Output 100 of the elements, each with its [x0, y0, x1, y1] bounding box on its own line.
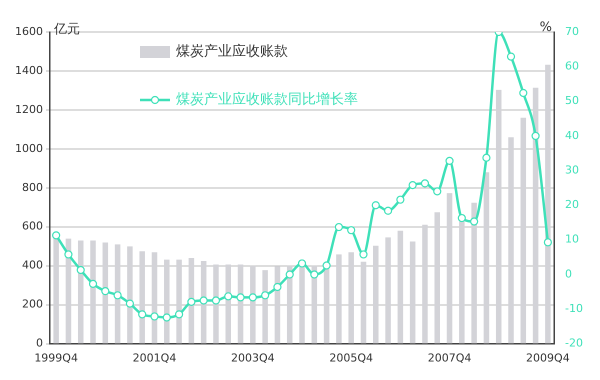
bar — [324, 268, 330, 344]
bar — [114, 244, 120, 344]
bar — [496, 90, 502, 344]
y-tick-label: 0 — [36, 336, 43, 350]
point — [138, 310, 146, 318]
point — [114, 291, 122, 300]
y-tick-label: 1600 — [14, 24, 43, 38]
bar — [385, 237, 391, 344]
y2-tick-label: 30 — [565, 163, 580, 176]
bar — [398, 230, 404, 344]
point — [52, 231, 60, 240]
bar — [360, 262, 366, 344]
y2-tick-label: 20 — [565, 198, 580, 212]
point — [298, 259, 306, 268]
bar — [250, 266, 256, 344]
bar — [459, 222, 465, 344]
bar — [336, 254, 342, 344]
x-tick-label: 2001Q4 — [132, 351, 176, 364]
y-tick-label: 1400 — [14, 64, 43, 77]
y-tick-label: 800 — [22, 180, 43, 194]
point — [200, 296, 208, 305]
point — [531, 132, 540, 140]
point — [76, 266, 85, 274]
y2-axis-title: % — [540, 20, 552, 35]
x-tick-label: 1999Q4 — [34, 351, 78, 364]
point — [519, 88, 528, 98]
y2-tick-label: 0 — [565, 267, 572, 280]
point — [396, 196, 404, 204]
point — [458, 214, 466, 222]
y2-tick-label: 50 — [565, 94, 580, 108]
point — [261, 291, 270, 300]
point — [187, 298, 196, 306]
bar — [78, 240, 84, 344]
point — [162, 313, 171, 322]
y2-tick-label: 10 — [565, 232, 580, 246]
point — [544, 238, 552, 246]
y-tick-label: 1200 — [14, 102, 43, 116]
point — [470, 217, 478, 226]
bar — [471, 202, 477, 344]
point — [150, 312, 159, 321]
y2-tick-label: -20 — [565, 336, 583, 350]
point — [273, 282, 282, 292]
point — [334, 222, 343, 232]
y-tick-label: 600 — [22, 220, 43, 233]
bar — [188, 258, 194, 344]
point — [88, 280, 98, 288]
y2-tick-label: -10 — [565, 302, 583, 316]
y-axis-title: 亿元 — [52, 22, 80, 37]
point — [482, 154, 491, 162]
bar — [520, 118, 526, 344]
bar — [102, 242, 108, 344]
bar — [90, 240, 96, 344]
x-tick-label: 2009Q4 — [526, 351, 570, 364]
bar — [213, 264, 219, 344]
bar — [532, 88, 538, 344]
bar — [127, 246, 133, 344]
point — [359, 250, 368, 259]
bar — [164, 260, 170, 344]
bar — [152, 252, 158, 344]
point — [347, 226, 356, 234]
x-tick-label: 2007Q4 — [428, 351, 472, 364]
point — [174, 310, 184, 318]
point — [64, 250, 73, 259]
point — [384, 206, 392, 215]
y2-tick-label: 40 — [565, 128, 580, 142]
bar — [238, 264, 244, 344]
point — [445, 156, 454, 165]
point — [310, 270, 318, 279]
legend-label: 煤炭产业应收账款同比增长率 — [176, 92, 358, 108]
x-tick-label: 2003Q4 — [231, 351, 275, 364]
point — [212, 296, 220, 305]
bar — [200, 260, 206, 344]
bar — [484, 172, 490, 344]
bar — [410, 241, 416, 344]
y2-tick-label: 70 — [565, 24, 580, 38]
point — [101, 287, 110, 296]
bar — [348, 252, 354, 344]
x-tick-label: 2005Q4 — [329, 351, 374, 364]
point — [248, 293, 257, 302]
point — [322, 261, 331, 270]
bar — [545, 64, 551, 344]
y-tick-label: 1000 — [14, 142, 43, 155]
bar — [508, 137, 514, 344]
point — [433, 187, 442, 196]
legend-label: 煤炭产业应收账款 — [176, 44, 288, 60]
y-tick-label: 400 — [22, 258, 43, 272]
point — [420, 179, 430, 188]
bar — [422, 224, 428, 344]
bar — [176, 260, 182, 344]
bar — [446, 193, 452, 344]
y-tick-label: 200 — [22, 298, 43, 311]
point — [506, 52, 516, 61]
point — [126, 300, 134, 308]
y2-tick-label: 60 — [565, 60, 580, 73]
bar — [373, 246, 379, 344]
point — [286, 270, 294, 279]
point — [224, 292, 232, 300]
bar — [434, 212, 440, 344]
bar — [66, 238, 72, 344]
point — [408, 181, 417, 190]
